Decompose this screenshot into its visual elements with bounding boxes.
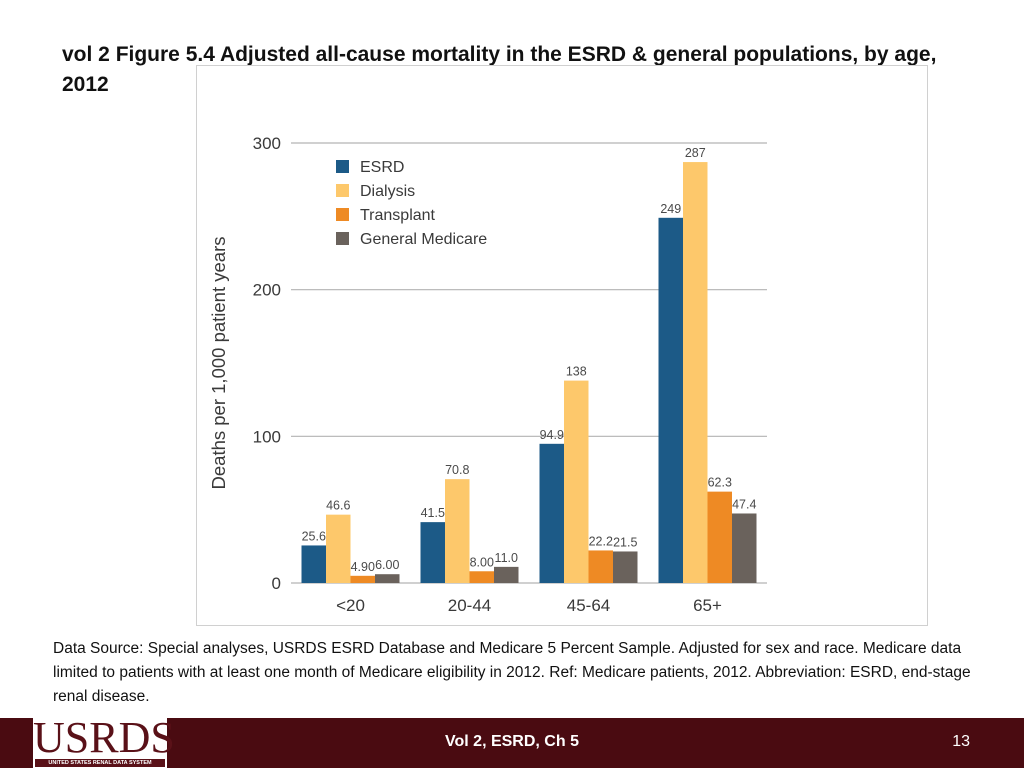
x-tick-label: <20 <box>336 596 365 615</box>
page-number: 13 <box>952 733 970 750</box>
legend-label: General Medicare <box>360 231 487 248</box>
bar-value-label: 21.5 <box>613 535 637 549</box>
bar-value-label: 47.4 <box>732 497 756 511</box>
bar-value-label: 41.5 <box>421 506 445 520</box>
data-source-footnote: Data Source: Special analyses, USRDS ESR… <box>53 640 971 705</box>
bar-dialysis <box>683 162 708 584</box>
footer-chapter-label: Vol 2, ESRD, Ch 5 <box>445 733 579 750</box>
legend-label: Transplant <box>360 207 436 224</box>
bar-general-medicare <box>494 566 519 583</box>
y-tick-label: 200 <box>253 281 281 300</box>
bar-transplant <box>469 571 494 583</box>
bar-esrd <box>539 443 564 583</box>
bar-value-label: 249 <box>660 202 681 216</box>
bar-value-label: 46.6 <box>326 499 350 513</box>
bar-value-label: 4.90 <box>351 560 375 574</box>
bar-value-label: 62.3 <box>708 476 732 490</box>
bar-dialysis <box>445 479 470 583</box>
bar-transplant <box>588 550 613 583</box>
mortality-bar-chart: 0 100 200 300 Deaths per 1,000 patient years… <box>208 134 767 615</box>
legend-swatch <box>336 208 349 221</box>
bar-dialysis <box>564 380 589 583</box>
logo-tagline: UNITED STATES RENAL DATA SYSTEM <box>35 759 165 767</box>
y-tick-label: 100 <box>253 427 281 446</box>
bar-value-label: 22.2 <box>589 534 613 548</box>
bar-esrd <box>301 545 326 583</box>
bar-value-label: 70.8 <box>445 463 469 477</box>
legend-label: Dialysis <box>360 183 415 200</box>
legend-swatch <box>336 184 349 197</box>
y-tick-label: 300 <box>253 134 281 153</box>
footer-bar <box>0 718 1024 768</box>
bar-dialysis <box>326 514 351 583</box>
bar-transplant <box>350 575 375 583</box>
bar-value-label: 11.0 <box>495 551 518 565</box>
logo-wordmark: USRDS <box>33 713 175 762</box>
x-tick-label: 45-64 <box>567 596 610 615</box>
bar-general-medicare <box>613 551 638 583</box>
y-tick-label: 0 <box>272 574 281 593</box>
bar-value-label: 8.00 <box>470 555 494 569</box>
bar-value-label: 287 <box>685 146 706 160</box>
legend-label: ESRD <box>360 159 404 176</box>
x-tick-label: 20-44 <box>448 596 491 615</box>
chart-frame: 0 100 200 300 Deaths per 1,000 patient years… <box>196 65 928 626</box>
bar-esrd <box>420 522 445 583</box>
bar-esrd <box>658 217 683 584</box>
x-tick-label: 65+ <box>693 596 722 615</box>
slide-title: vol 2 Figure 5.4 Adjusted all-cause mort… <box>62 43 937 96</box>
bar-transplant <box>707 491 732 583</box>
bar-general-medicare <box>375 574 400 583</box>
bar-value-label: 25.6 <box>302 529 326 543</box>
legend-swatch <box>336 232 349 245</box>
bar-general-medicare <box>732 513 757 583</box>
legend-swatch <box>336 160 349 173</box>
bar-value-label: 94.9 <box>540 428 564 442</box>
bar-value-label: 138 <box>566 365 587 379</box>
usrds-logo: USRDS UNITED STATES RENAL DATA SYSTEM <box>33 713 175 768</box>
y-axis-title: Deaths per 1,000 patient years <box>208 237 229 490</box>
bar-value-label: 6.00 <box>375 558 399 572</box>
